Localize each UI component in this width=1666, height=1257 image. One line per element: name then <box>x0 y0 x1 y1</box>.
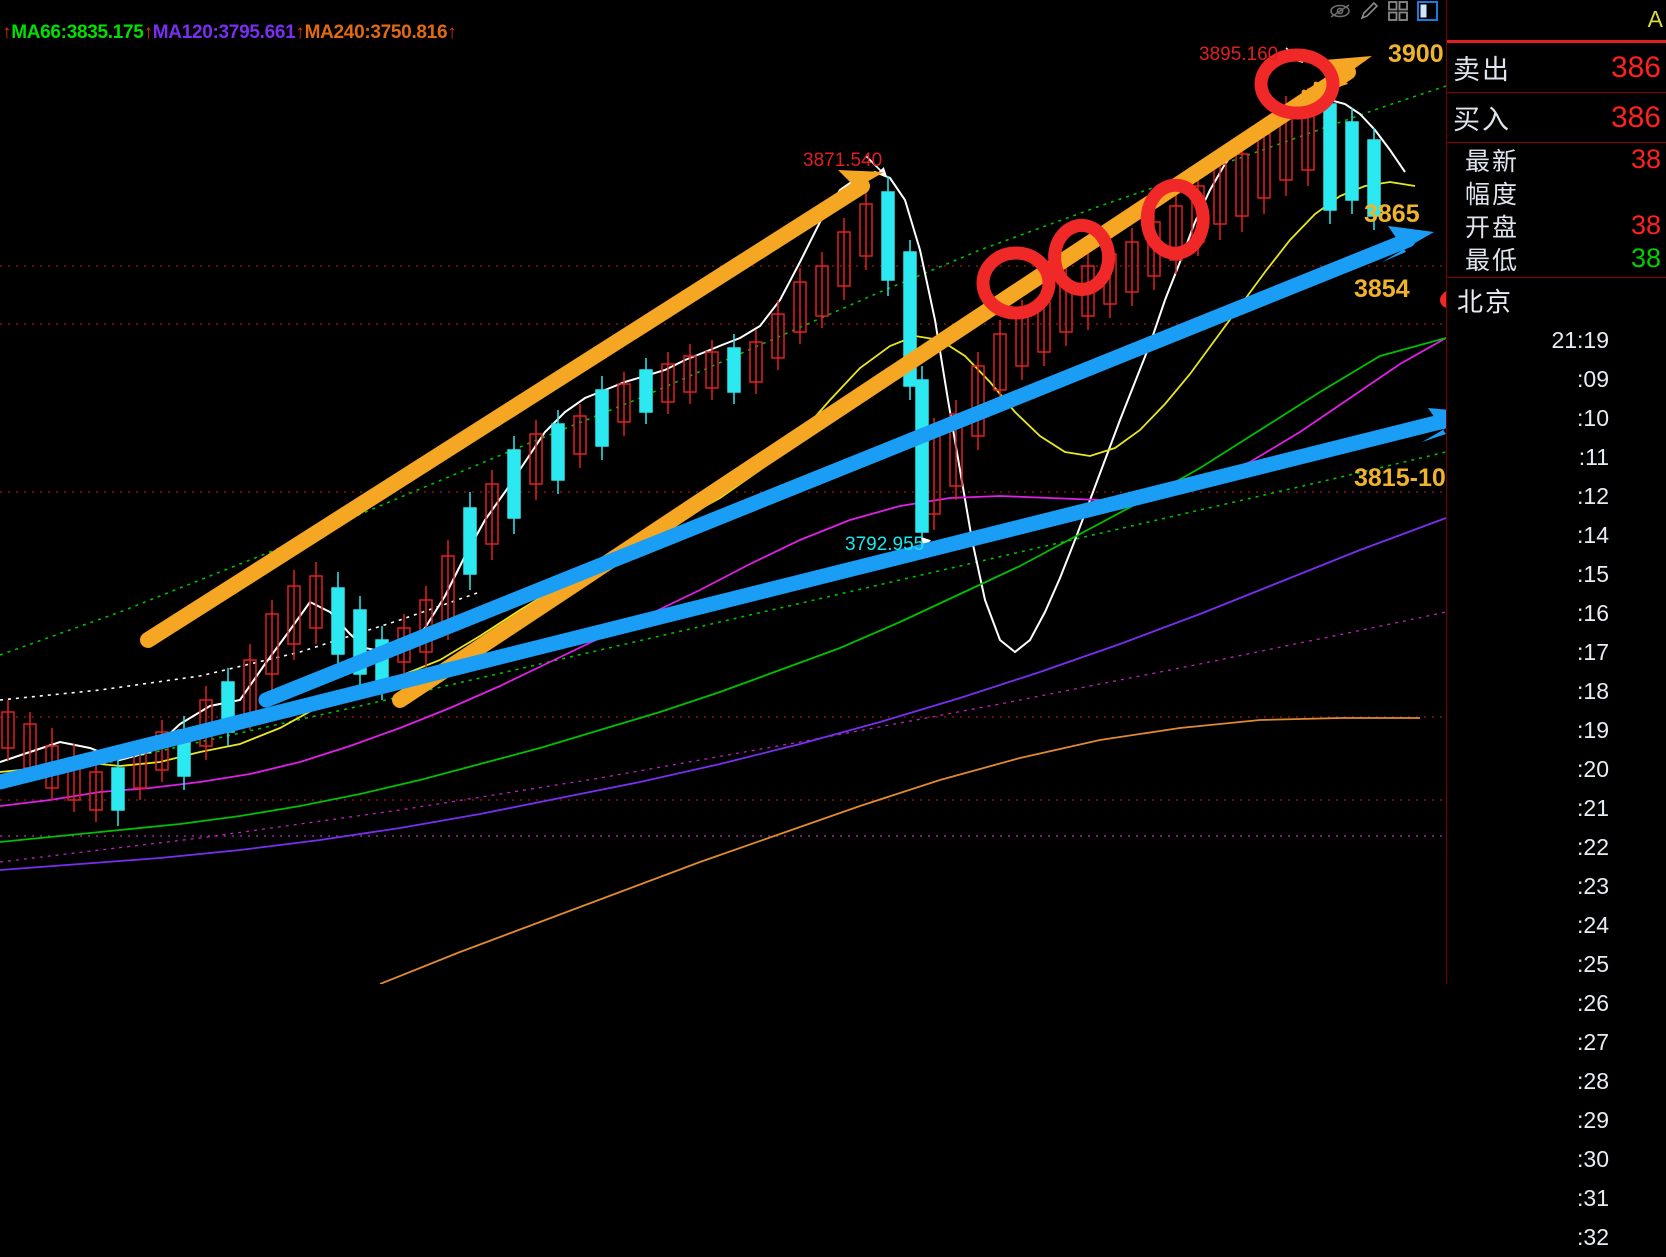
time-item: :18 <box>1577 678 1609 704</box>
open-row: 开盘 38 <box>1447 209 1666 242</box>
blue-channel-arrows <box>0 226 1446 790</box>
time-item: :22 <box>1577 834 1609 860</box>
time-item: :19 <box>1577 717 1609 743</box>
ma-dotted-magenta <box>0 611 1446 863</box>
chart-toolbar[interactable] <box>1329 1 1438 21</box>
open-label: 开盘 <box>1465 213 1520 242</box>
open-value: 38 <box>1630 210 1661 240</box>
time-item: :09 <box>1577 366 1609 392</box>
time-item: :14 <box>1577 522 1609 548</box>
pencil-icon[interactable] <box>1358 1 1380 21</box>
bid-label: 买入 <box>1453 105 1511 135</box>
quote-header: A <box>1447 0 1666 43</box>
time-item: :30 <box>1577 1146 1609 1172</box>
time-item: :10 <box>1577 405 1609 431</box>
time-list-header: 北京 <box>1457 287 1514 317</box>
last-value: 38 <box>1630 144 1661 174</box>
symbol-code: A <box>1647 6 1663 32</box>
target-3854-label: 3854 <box>1354 275 1410 303</box>
time-item: :26 <box>1577 990 1609 1016</box>
swing-low-label: 3792.955 <box>845 534 925 555</box>
time-item: :11 <box>1578 444 1609 470</box>
quote-panel[interactable]: A 卖出 386 买入 386 最新 38 幅度 开盘 38 最低 <box>1446 0 1666 1250</box>
time-item: :15 <box>1577 561 1609 587</box>
time-item: :21 <box>1577 795 1609 821</box>
grid-icon[interactable] <box>1387 1 1409 21</box>
eye-off-icon[interactable] <box>1329 1 1351 21</box>
grid-lines <box>0 265 1446 837</box>
time-item: :31 <box>1577 1185 1609 1211</box>
chart-canvas <box>0 47 1446 984</box>
ma-envelope-upper <box>0 85 1446 656</box>
support-3815-label: 3815-10 <box>1354 464 1446 492</box>
candles <box>1 88 1381 826</box>
ma-legend: ↑MA66:3835.175↑MA120:3795.661↑MA240:3750… <box>2 22 457 44</box>
ma66-arrow: ↑ <box>2 22 12 43</box>
ma120-label: MA120:3795.661 <box>152 22 296 43</box>
time-items: 21:19 :09 :10 :11 :12 :14 :15 :16 :17 :18 :19 :20 :2… <box>1447 321 1666 1257</box>
bid-row[interactable]: 买入 386 <box>1447 93 1666 143</box>
ma240-trailing-arrow: ↑ <box>447 22 457 43</box>
last-row: 最新 38 <box>1447 143 1666 176</box>
ask-value: 386 <box>1610 50 1661 84</box>
ma240-label: MA240:3750.816 <box>304 22 448 43</box>
low-row: 最低 38 <box>1447 242 1666 275</box>
ma66-label: MA66:3835.175 <box>11 22 144 43</box>
ma-line-green <box>0 337 1446 843</box>
ma240-arrow: ↑ <box>295 22 305 43</box>
change-label: 幅度 <box>1465 180 1520 209</box>
last-label: 最新 <box>1465 147 1520 176</box>
time-item: :16 <box>1577 600 1609 626</box>
ma-line-magenta <box>0 337 1446 807</box>
red-circles <box>976 48 1340 320</box>
session-high-label: 3895.160 <box>1199 44 1279 65</box>
target-3900-label: 3900 <box>1388 40 1444 68</box>
time-item: :32 <box>1577 1224 1609 1250</box>
time-item: :12 <box>1577 483 1609 509</box>
ma-envelope-lower <box>0 451 1446 785</box>
low-label: 最低 <box>1465 246 1520 275</box>
time-item: :23 <box>1577 873 1609 899</box>
ask-row[interactable]: 卖出 386 <box>1447 43 1666 93</box>
time-item: :25 <box>1577 951 1609 977</box>
time-item: :28 <box>1577 1068 1609 1094</box>
candlestick-chart[interactable]: ↑MA66:3835.175↑MA120:3795.661↑MA240:3750… <box>0 0 1446 984</box>
tick-time-list[interactable]: 北京 21:19 :09 :10 :11 :12 :14 :15 :16 :17 :18 :19 :2… <box>1447 278 1666 1257</box>
ma-line-purple <box>0 517 1446 871</box>
bid-value: 386 <box>1610 100 1661 134</box>
low-value: 38 <box>1630 243 1661 273</box>
time-item: :17 <box>1577 639 1609 665</box>
time-item: :24 <box>1577 912 1609 938</box>
swing-high-label: 3871.540 <box>803 150 883 171</box>
ma-line-orange <box>379 717 1420 984</box>
time-item: 21:19 <box>1551 327 1609 353</box>
time-item: :29 <box>1577 1107 1609 1133</box>
change-row: 幅度 <box>1447 176 1666 209</box>
target-3865-label: 3865 <box>1364 200 1420 228</box>
quote-stats: 最新 38 幅度 开盘 38 最低 38 <box>1447 143 1666 278</box>
time-item: :20 <box>1577 756 1609 782</box>
time-item: :27 <box>1577 1029 1609 1055</box>
ask-label: 卖出 <box>1453 55 1511 85</box>
ma120-arrow: ↑ <box>143 22 154 43</box>
panel-layout-icon[interactable] <box>1416 1 1438 21</box>
